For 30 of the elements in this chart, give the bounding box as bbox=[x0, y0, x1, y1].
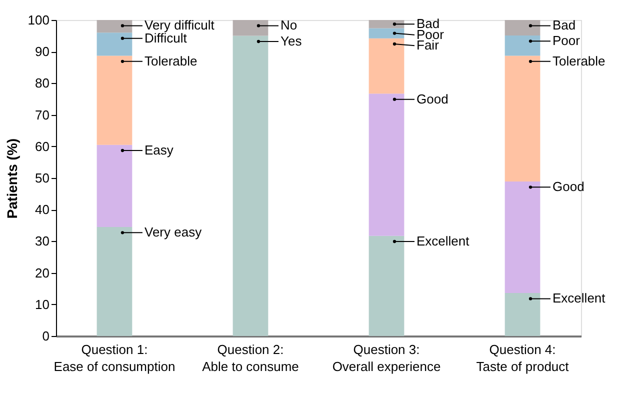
series-label: Good bbox=[552, 179, 584, 194]
series-label: Bad bbox=[416, 16, 440, 32]
y-tick-label: 90 bbox=[35, 44, 50, 60]
y-tick-label: 70 bbox=[35, 107, 50, 122]
x-tick-label: Question 1: Ease of consumption bbox=[54, 342, 176, 374]
series-label: Bad bbox=[552, 18, 576, 33]
y-tick-label: 10 bbox=[35, 296, 50, 312]
series-label: Excellent bbox=[552, 290, 606, 306]
series-label: Very easy bbox=[144, 224, 202, 240]
series-label: Tolerable bbox=[144, 53, 198, 68]
x-tick-label: Question 2: Able to consume bbox=[202, 342, 299, 374]
series-label: No bbox=[280, 18, 298, 33]
series-label: Yes bbox=[280, 33, 302, 48]
series-label: Poor bbox=[552, 33, 581, 48]
series-label: Easy bbox=[144, 142, 174, 158]
y-tick-label: 60 bbox=[35, 138, 50, 154]
series-label: Very difficult bbox=[144, 18, 215, 33]
x-tick-label: Question 3: Overall experience bbox=[332, 342, 441, 374]
y-tick-label: 100 bbox=[28, 12, 50, 28]
y-tick-label: 30 bbox=[35, 234, 50, 249]
y-tick-label: 80 bbox=[35, 76, 50, 91]
y-tick-label: 0 bbox=[42, 328, 50, 344]
y-tick-label: 50 bbox=[35, 170, 50, 186]
series-label: Tolerable bbox=[552, 53, 606, 68]
x-tick-label: Question 4: Taste of product bbox=[476, 342, 570, 374]
y-tick-label: 20 bbox=[35, 265, 50, 280]
y-axis-title: Patients (%) bbox=[4, 138, 20, 219]
series-label: Good bbox=[416, 91, 448, 106]
y-tick-label: 40 bbox=[35, 202, 50, 218]
series-label: Excellent bbox=[416, 234, 470, 249]
